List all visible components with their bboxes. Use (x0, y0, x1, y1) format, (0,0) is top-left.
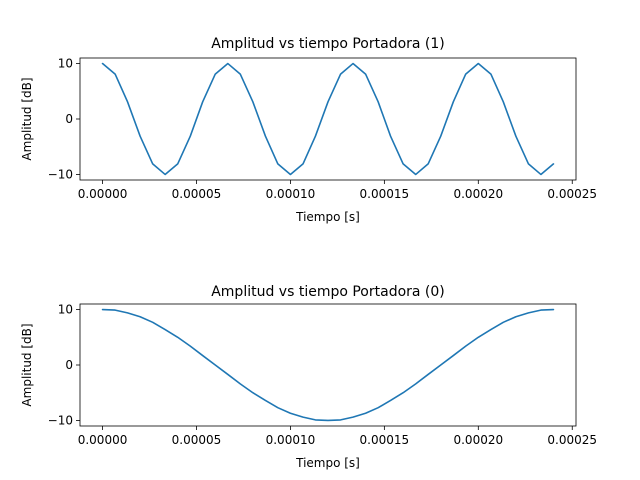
chart-title: Amplitud vs tiempo Portadora (0) (211, 284, 445, 300)
y-tick-label: 0 (65, 112, 73, 126)
x-tick-label: 0.00020 (453, 187, 503, 201)
chart-carrier-1: Amplitud vs tiempo Portadora (1) Tiempo … (20, 36, 597, 224)
x-tick-label: 0.00025 (547, 433, 597, 447)
x-tick-label: 0.00015 (360, 433, 410, 447)
y-tick-label: 0 (65, 358, 73, 372)
x-axis-label: Tiempo [s] (295, 210, 360, 224)
plot-frame (79, 303, 577, 427)
y-tick-label: 10 (58, 303, 73, 317)
chart-carrier-0: Amplitud vs tiempo Portadora (0) Tiempo … (20, 284, 597, 470)
x-tick-label: 0.00010 (266, 187, 316, 201)
x-tick-label: 0.00015 (360, 187, 410, 201)
x-tick-label: 0.00025 (547, 187, 597, 201)
y-axis-label: Amplitud [dB] (20, 77, 34, 160)
x-tick-label: 0.00005 (172, 187, 222, 201)
y-axis-label: Amplitud [dB] (20, 323, 34, 406)
series-line (101, 62, 555, 176)
x-tick-label: 0.00020 (453, 433, 503, 447)
y-tick-label: 10 (58, 57, 73, 71)
plot-frame (79, 57, 577, 181)
y-tick-label: −10 (48, 167, 73, 181)
x-tick-label: 0.00005 (172, 433, 222, 447)
x-tick-label: 0.00000 (78, 433, 128, 447)
x-tick-label: 0.00010 (266, 433, 316, 447)
chart-title: Amplitud vs tiempo Portadora (1) (211, 36, 445, 52)
x-axis-label: Tiempo [s] (295, 456, 360, 470)
series-line (101, 308, 555, 422)
y-tick-label: −10 (48, 413, 73, 427)
x-tick-label: 0.00000 (78, 187, 128, 201)
